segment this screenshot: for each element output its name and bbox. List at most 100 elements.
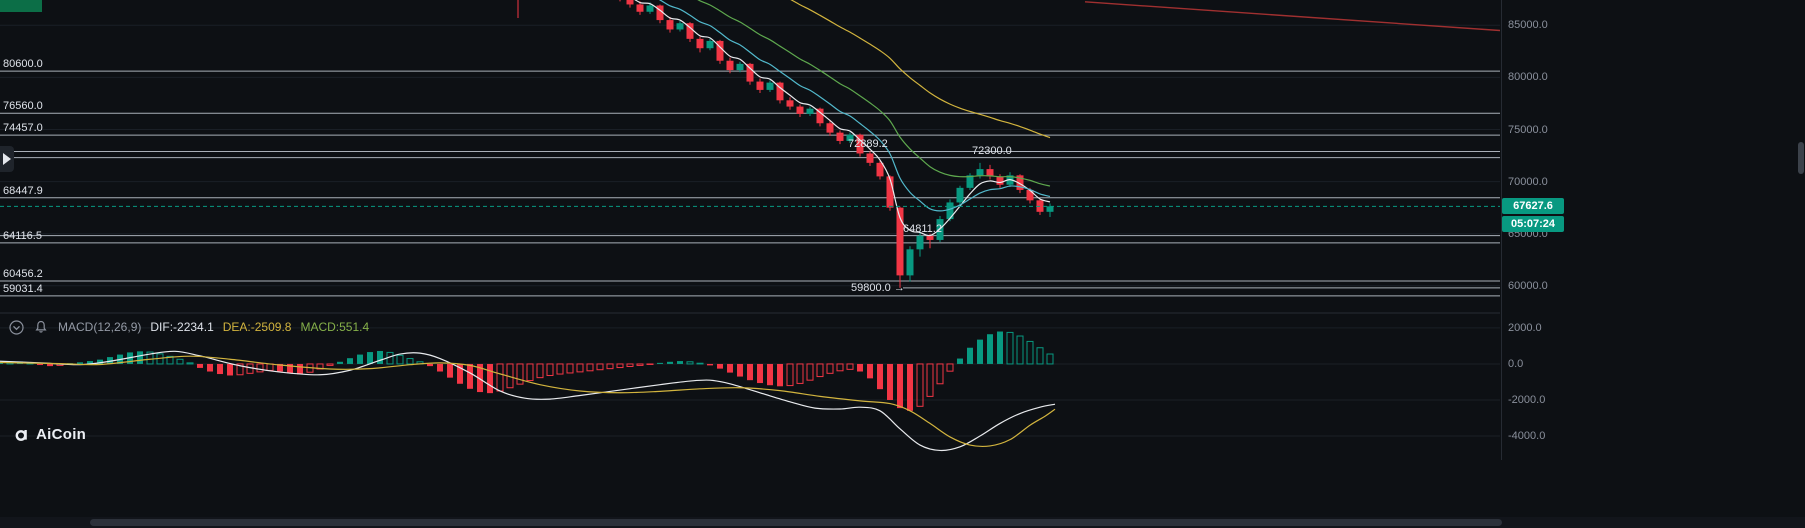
- candle-body: [826, 123, 834, 133]
- candle-body: [996, 176, 1004, 185]
- macd-histogram-bar: [636, 363, 644, 366]
- macd-histogram-bar: [256, 363, 264, 373]
- candle-body: [946, 202, 954, 220]
- macd-macd-value: MACD:551.4: [300, 320, 370, 334]
- candle-body: [756, 81, 764, 90]
- horizontal-scrollbar[interactable]: [0, 517, 1805, 528]
- macd-histogram-bar: [396, 354, 404, 365]
- alert-bell-icon[interactable]: [33, 319, 49, 335]
- candle-body: [626, 0, 634, 5]
- macd-indicator-header: MACD(12,26,9) DIF:-2234.1 DEA:-2509.8 MA…: [8, 319, 369, 335]
- candle-body: [686, 23, 694, 39]
- macd-histogram-bar: [107, 357, 113, 364]
- macd-histogram-bar: [516, 363, 524, 385]
- candle-body: [796, 106, 804, 114]
- macd-dea-value: DEA:-2509.8: [222, 320, 292, 334]
- macd-histogram-bar: [806, 363, 814, 381]
- macd-histogram-bar: [936, 363, 944, 385]
- macd-histogram-bar: [87, 361, 93, 364]
- macd-histogram-bar: [836, 363, 844, 372]
- macd-histogram-bar: [556, 363, 564, 375]
- macd-histogram-bar: [926, 363, 934, 397]
- macd-histogram-bar: [846, 363, 854, 370]
- macd-panel: [0, 327, 1500, 452]
- macd-params-label[interactable]: MACD(12,26,9): [58, 320, 142, 334]
- macd-histogram-bar: [967, 347, 973, 364]
- macd-histogram-bar: [437, 363, 443, 372]
- current-price-badge: 67627.6: [1502, 198, 1564, 215]
- macd-histogram-bar: [176, 358, 184, 365]
- candle-body: [776, 82, 784, 101]
- macd-histogram-bar: [526, 363, 534, 382]
- macd-histogram-bar: [586, 363, 594, 372]
- macd-histogram-bar: [867, 363, 873, 379]
- macd-histogram-bar: [47, 363, 53, 367]
- right-triangle-icon: [3, 153, 11, 165]
- candle-body: [666, 20, 674, 30]
- macd-histogram-bar: [686, 361, 694, 365]
- macd-histogram-bar: [427, 363, 433, 367]
- candle-body: [786, 100, 794, 107]
- candle-body: [636, 4, 644, 12]
- candle-body: [1046, 206, 1054, 212]
- macd-histogram-bar: [1006, 331, 1014, 365]
- macd-histogram-bar: [777, 363, 783, 387]
- macd-histogram-bar: [596, 363, 604, 371]
- macd-histogram-bar: [217, 363, 223, 375]
- candle-body: [1026, 189, 1034, 201]
- candle-body: [736, 63, 744, 71]
- macd-histogram-bar: [576, 363, 584, 373]
- macd-histogram-bar: [197, 363, 203, 368]
- macd-histogram-bar: [826, 363, 834, 374]
- vertical-scrollbar-thumb[interactable]: [1798, 142, 1804, 174]
- candle-body: [746, 63, 754, 82]
- macd-histogram-bar: [946, 363, 954, 372]
- macd-histogram-bar: [496, 363, 504, 392]
- macd-histogram-bar: [207, 363, 213, 372]
- macd-histogram-bar: [186, 362, 194, 365]
- macd-histogram-bar: [146, 351, 154, 365]
- macd-histogram-bar: [616, 363, 624, 369]
- macd-histogram-bar: [1046, 353, 1054, 365]
- candle-body: [726, 60, 734, 71]
- candle-body: [876, 162, 884, 177]
- macd-histogram-bar: [546, 363, 554, 376]
- macd-histogram-bar: [337, 361, 343, 364]
- horizontal-scrollbar-thumb[interactable]: [90, 519, 1502, 526]
- candle-body: [916, 235, 924, 250]
- macd-histogram-bar: [566, 363, 574, 374]
- expand-panel-arrow-icon[interactable]: [0, 146, 14, 172]
- ma-slow-line: [697, 0, 1051, 187]
- macd-histogram-bar: [957, 358, 963, 364]
- ma-slowest-line: [790, 0, 1051, 139]
- macd-histogram-bar: [767, 363, 773, 386]
- macd-histogram-bar: [367, 352, 373, 364]
- macd-histogram-bar: [457, 363, 463, 384]
- macd-histogram-bar: [626, 363, 634, 367]
- candle-body: [836, 132, 844, 141]
- trendline[interactable]: [1084, 1, 1500, 32]
- macd-histogram-bar: [97, 359, 103, 364]
- macd-histogram-bar: [266, 363, 274, 371]
- macd-histogram-bar: [406, 358, 414, 365]
- aicoin-logo: AiCoin: [13, 425, 86, 443]
- macd-histogram-bar: [987, 334, 993, 364]
- macd-histogram-bar: [646, 363, 654, 365]
- macd-histogram-bar: [747, 363, 753, 381]
- macd-histogram-bar: [897, 363, 903, 409]
- macd-dif-value: DIF:-2234.1: [150, 320, 214, 334]
- collapse-chevron-icon[interactable]: [8, 319, 24, 335]
- symbol-badge: [0, 0, 42, 12]
- ma-fast-line: [634, 0, 1051, 237]
- macd-histogram-bar: [997, 331, 1003, 364]
- macd-histogram-bar: [297, 363, 303, 375]
- macd-histogram-bar: [737, 363, 743, 377]
- macd-histogram-bar: [717, 363, 723, 369]
- macd-histogram-bar: [536, 363, 544, 379]
- macd-histogram-bar: [487, 363, 493, 394]
- candle-body: [856, 134, 864, 154]
- macd-histogram-bar: [696, 362, 704, 365]
- candle-body: [656, 5, 664, 21]
